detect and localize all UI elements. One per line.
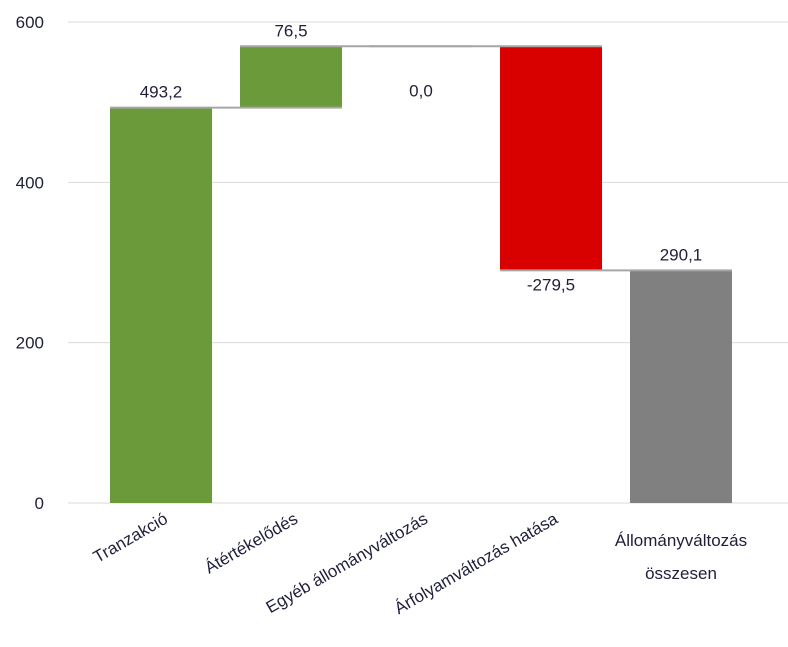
- category-label-1: Tranzakció: [90, 509, 171, 567]
- category-label-5-line-1: Állományváltozás: [615, 531, 747, 550]
- bar-5: [630, 270, 732, 503]
- bar-4: [500, 46, 602, 271]
- y-tick-label: 0: [35, 494, 44, 513]
- data-labels: 493,2 76,5 0,0 -279,5 290,1: [140, 21, 703, 294]
- value-label-3: 0,0: [409, 81, 433, 100]
- y-tick-label: 600: [16, 13, 44, 32]
- y-tick-label: 400: [16, 173, 44, 192]
- connector-lines: [110, 45, 732, 272]
- value-label-1: 493,2: [140, 83, 183, 102]
- category-label-2: Átértékelődés: [201, 509, 301, 577]
- y-tick-label: 200: [16, 334, 44, 353]
- bars: [110, 46, 732, 504]
- bar-2: [240, 46, 342, 108]
- y-axis-tick-labels: 0 200 400 600: [16, 13, 44, 513]
- value-label-5: 290,1: [660, 245, 703, 264]
- value-label-2: 76,5: [274, 21, 307, 40]
- value-label-4: -279,5: [527, 275, 575, 294]
- category-label-5-line-2: összesen: [645, 564, 717, 583]
- bar-1: [110, 107, 212, 504]
